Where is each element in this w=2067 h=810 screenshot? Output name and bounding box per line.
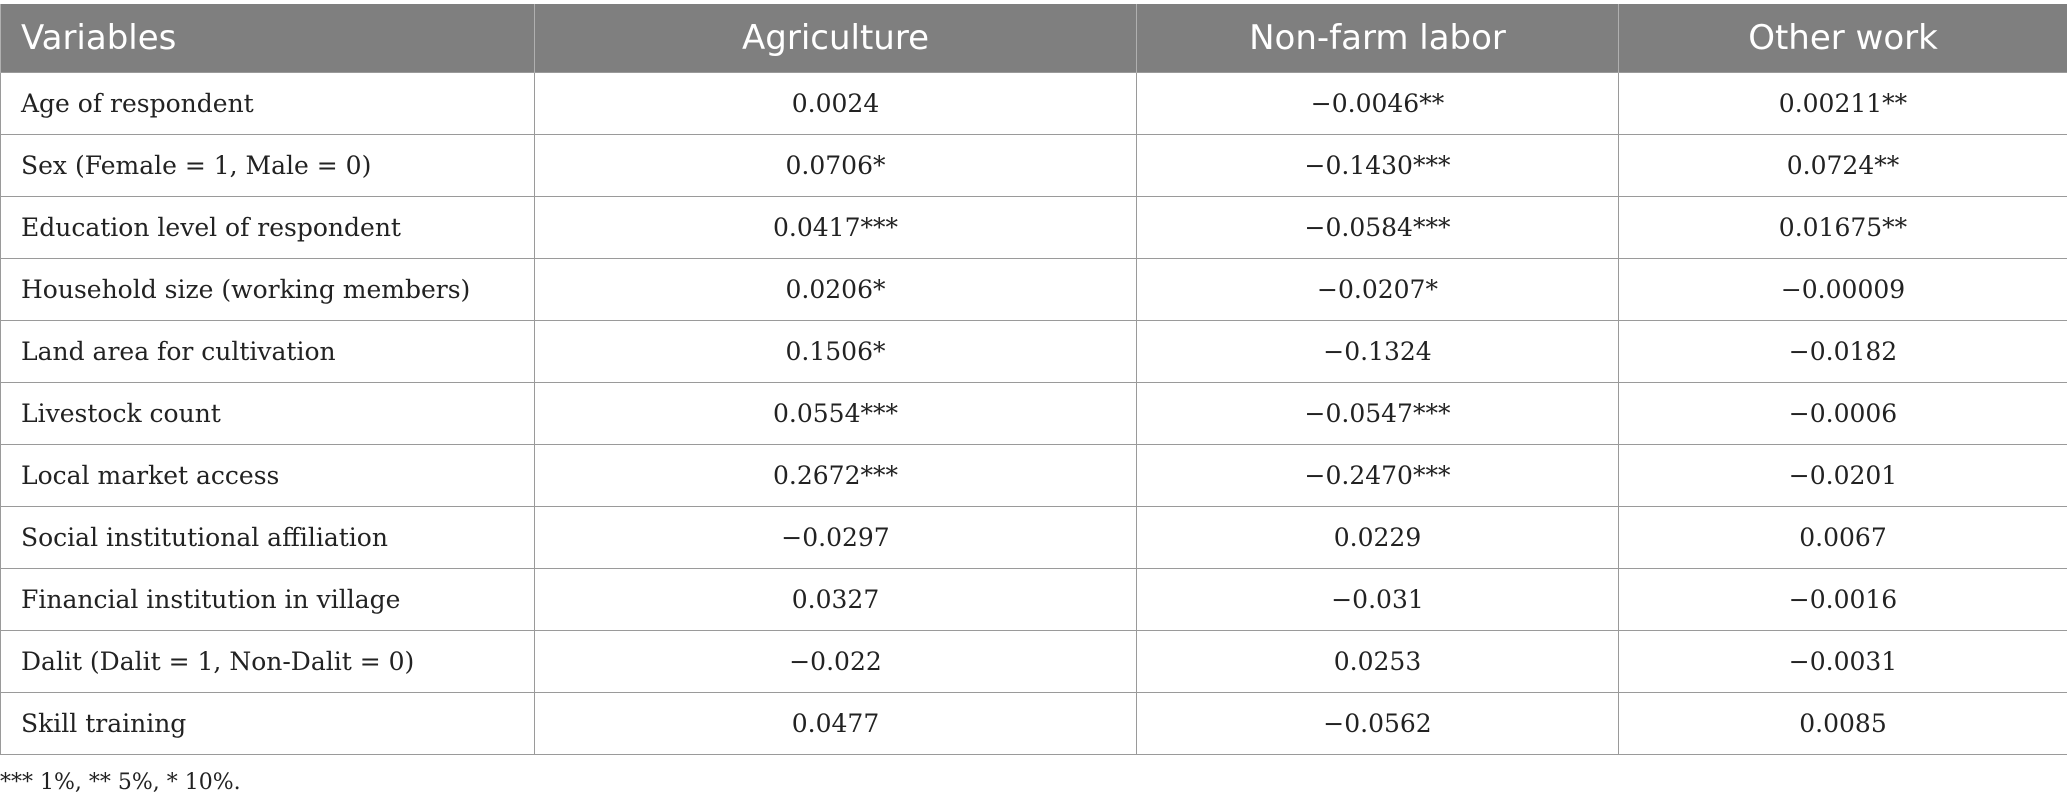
- results-table-container: Variables Agriculture Non-farm labor Oth…: [0, 4, 2067, 755]
- table-row: Land area for cultivation 0.1506* −0.1324−…: [0, 320, 2067, 383]
- cell-variable: Age of respondent: [0, 72, 535, 135]
- cell-other-work: −0.00009: [1618, 258, 2067, 321]
- cell-agriculture: 0.0706*: [534, 134, 1137, 197]
- results-table: Variables Agriculture Non-farm labor Oth…: [0, 4, 2067, 755]
- cell-variable: Social institutional affiliation: [0, 506, 535, 569]
- cell-agriculture: 0.0477: [534, 692, 1137, 755]
- table-row: Household size (working members) 0.0206* −…: [0, 258, 2067, 321]
- table-body: Age of respondent 0.0024 −0.0046** 0.00211*…: [0, 72, 2067, 755]
- significance-footnote: *** 1%, ** 5%, * 10%.: [0, 770, 241, 795]
- cell-agriculture: −0.022: [534, 630, 1137, 693]
- cell-other-work: 0.0085: [1618, 692, 2067, 755]
- table-header: Variables Agriculture Non-farm labor Oth…: [0, 4, 2067, 73]
- cell-agriculture: −0.0297: [534, 506, 1137, 569]
- cell-variable: Land area for cultivation: [0, 320, 535, 383]
- header-other-work: Other work: [1618, 4, 2067, 73]
- cell-non-farm-labor: −0.1324: [1136, 320, 1619, 383]
- cell-agriculture: 0.0417***: [534, 196, 1137, 259]
- header-variables: Variables: [0, 4, 535, 73]
- cell-variable: Livestock count: [0, 382, 535, 445]
- table-row: Age of respondent 0.0024 −0.0046** 0.00211*…: [0, 72, 2067, 135]
- cell-variable: Dalit (Dalit = 1, Non-Dalit = 0): [0, 630, 535, 693]
- cell-variable: Financial institution in village: [0, 568, 535, 631]
- cell-other-work: −0.0031: [1618, 630, 2067, 693]
- cell-non-farm-labor: −0.0584***: [1136, 196, 1619, 259]
- cell-other-work: −0.0201: [1618, 444, 2067, 507]
- cell-other-work: 0.01675**: [1618, 196, 2067, 259]
- cell-other-work: 0.0067: [1618, 506, 2067, 569]
- cell-non-farm-labor: −0.0046**: [1136, 72, 1619, 135]
- cell-agriculture: 0.0327: [534, 568, 1137, 631]
- table-row: Sex (Female = 1, Male = 0) 0.0706* −0.1430…: [0, 134, 2067, 197]
- table-row: Social institutional affiliation −0.0297 0…: [0, 506, 2067, 569]
- cell-non-farm-labor: 0.0253: [1136, 630, 1619, 693]
- header-non-farm-labor: Non-farm labor: [1136, 4, 1619, 73]
- cell-non-farm-labor: −0.1430***: [1136, 134, 1619, 197]
- cell-variable: Local market access: [0, 444, 535, 507]
- cell-agriculture: 0.0554***: [534, 382, 1137, 445]
- header-agriculture: Agriculture: [534, 4, 1137, 73]
- table-row: Livestock count 0.0554*** −0.0547*** −0.000…: [0, 382, 2067, 445]
- cell-other-work: −0.0016: [1618, 568, 2067, 631]
- cell-variable: Education level of respondent: [0, 196, 535, 259]
- cell-agriculture: 0.2672***: [534, 444, 1137, 507]
- cell-other-work: 0.0724**: [1618, 134, 2067, 197]
- cell-agriculture: 0.1506*: [534, 320, 1137, 383]
- table-row: Education level of respondent 0.0417*** −0…: [0, 196, 2067, 259]
- cell-variable: Sex (Female = 1, Male = 0): [0, 134, 535, 197]
- cell-non-farm-labor: −0.031: [1136, 568, 1619, 631]
- header-row: Variables Agriculture Non-farm labor Oth…: [0, 4, 2067, 73]
- cell-other-work: −0.0182: [1618, 320, 2067, 383]
- cell-variable: Household size (working members): [0, 258, 535, 321]
- table-row: Skill training 0.0477 −0.0562 0.0085: [0, 692, 2067, 755]
- table-row: Financial institution in village 0.0327 −0…: [0, 568, 2067, 631]
- cell-other-work: 0.00211**: [1618, 72, 2067, 135]
- cell-non-farm-labor: −0.0562: [1136, 692, 1619, 755]
- cell-agriculture: 0.0024: [534, 72, 1137, 135]
- cell-non-farm-labor: −0.0207*: [1136, 258, 1619, 321]
- table-row: Local market access 0.2672*** −0.2470*** −0…: [0, 444, 2067, 507]
- cell-agriculture: 0.0206*: [534, 258, 1137, 321]
- cell-non-farm-labor: 0.0229: [1136, 506, 1619, 569]
- cell-non-farm-labor: −0.2470***: [1136, 444, 1619, 507]
- table-row: Dalit (Dalit = 1, Non-Dalit = 0) −0.022 0.…: [0, 630, 2067, 693]
- cell-other-work: −0.0006: [1618, 382, 2067, 445]
- cell-variable: Skill training: [0, 692, 535, 755]
- cell-non-farm-labor: −0.0547***: [1136, 382, 1619, 445]
